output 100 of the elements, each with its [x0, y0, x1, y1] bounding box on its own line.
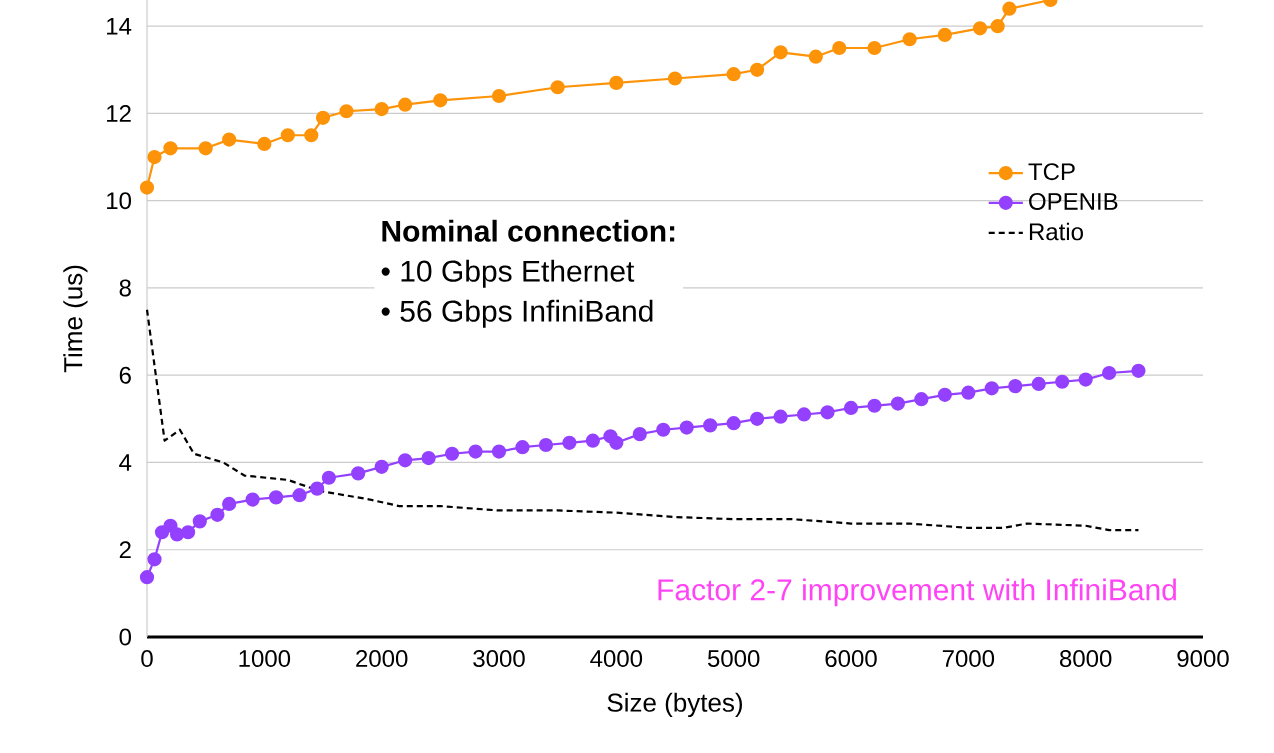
point	[937, 27, 952, 42]
point	[180, 525, 196, 540]
x-tick-label: 4000	[590, 650, 643, 668]
x-tick-label: 9000	[1177, 650, 1229, 668]
point	[726, 67, 741, 82]
x-tick-label: 2000	[356, 650, 408, 668]
y-tick-label: 10	[107, 192, 132, 210]
point	[773, 409, 788, 424]
point	[867, 398, 882, 413]
point	[1102, 365, 1117, 381]
point	[268, 490, 284, 505]
point	[750, 411, 765, 426]
point	[198, 141, 213, 156]
point	[1008, 379, 1023, 394]
y-tick-label: 6	[119, 366, 131, 384]
point	[421, 451, 436, 466]
x-tick-label: 1000	[239, 650, 291, 668]
point	[339, 104, 354, 119]
x-axis-title: Size (bytes)	[607, 692, 742, 718]
y-tick-label: 14	[107, 17, 132, 35]
point	[147, 552, 162, 567]
point	[310, 481, 325, 496]
point	[820, 405, 835, 420]
point	[210, 507, 225, 522]
point	[433, 93, 448, 108]
point	[169, 527, 185, 542]
y-tick-label: 12	[107, 105, 131, 122]
point	[914, 392, 929, 407]
point	[1055, 374, 1070, 389]
point	[1002, 1, 1017, 16]
point	[773, 45, 788, 60]
point	[491, 444, 507, 459]
point	[750, 62, 765, 77]
point	[147, 149, 162, 165]
point	[538, 437, 554, 453]
point	[585, 433, 600, 448]
point	[468, 444, 483, 459]
point	[315, 110, 331, 125]
point	[304, 128, 319, 143]
point	[292, 488, 307, 503]
point	[726, 416, 741, 431]
point	[154, 525, 170, 540]
point	[609, 435, 624, 450]
point	[703, 418, 718, 433]
point	[656, 422, 671, 437]
point	[890, 396, 906, 411]
point	[972, 21, 988, 36]
y-tick-label: 8	[119, 279, 131, 297]
x-tick-label: 3000	[473, 650, 525, 668]
point	[374, 459, 389, 474]
point	[192, 514, 207, 529]
point	[984, 381, 999, 396]
point	[139, 180, 155, 195]
x-tick-label: 8000	[1059, 650, 1112, 668]
point	[1031, 376, 1046, 392]
x-tick-label: 0	[141, 650, 153, 668]
point	[245, 492, 260, 507]
point	[937, 387, 952, 402]
legend-label: OPENIB	[1029, 192, 1118, 210]
point	[374, 101, 389, 117]
point	[163, 141, 178, 156]
annotation: Nominal connection:	[382, 219, 675, 242]
x-tick-label: 6000	[825, 650, 877, 668]
point	[321, 470, 336, 485]
y-axis-title: Time (us)	[63, 265, 88, 373]
x-tick-label: 5000	[707, 650, 760, 668]
point	[398, 453, 413, 468]
point	[550, 80, 565, 95]
point	[398, 97, 413, 112]
annotation: Factor 2-7 improvement with InfiniBand	[658, 578, 1176, 607]
point	[562, 435, 577, 450]
point	[679, 420, 694, 435]
x-tick-label: 7000	[942, 650, 995, 668]
point	[351, 466, 366, 481]
point	[257, 136, 272, 152]
point	[843, 400, 859, 416]
point	[222, 496, 237, 512]
point	[491, 88, 507, 104]
point	[832, 40, 847, 56]
point	[667, 71, 683, 86]
point	[222, 132, 237, 147]
y-tick-label: 2	[119, 541, 131, 559]
point	[139, 570, 155, 585]
y-tick-label: 0	[119, 628, 132, 646]
legend-label: Ratio	[1029, 222, 1083, 241]
point	[796, 407, 812, 422]
point	[808, 49, 823, 64]
point	[867, 40, 882, 56]
point	[990, 19, 1005, 34]
point	[280, 128, 295, 143]
annotation: • 10 Gbps Ethernet	[381, 259, 635, 288]
point	[515, 440, 530, 455]
point	[1078, 372, 1093, 387]
point	[961, 385, 976, 400]
point	[609, 75, 624, 90]
point	[1131, 363, 1146, 378]
point	[632, 427, 647, 442]
legend-label: TCP	[1028, 163, 1075, 181]
point	[902, 32, 917, 47]
y-tick-label: 4	[119, 454, 132, 471]
